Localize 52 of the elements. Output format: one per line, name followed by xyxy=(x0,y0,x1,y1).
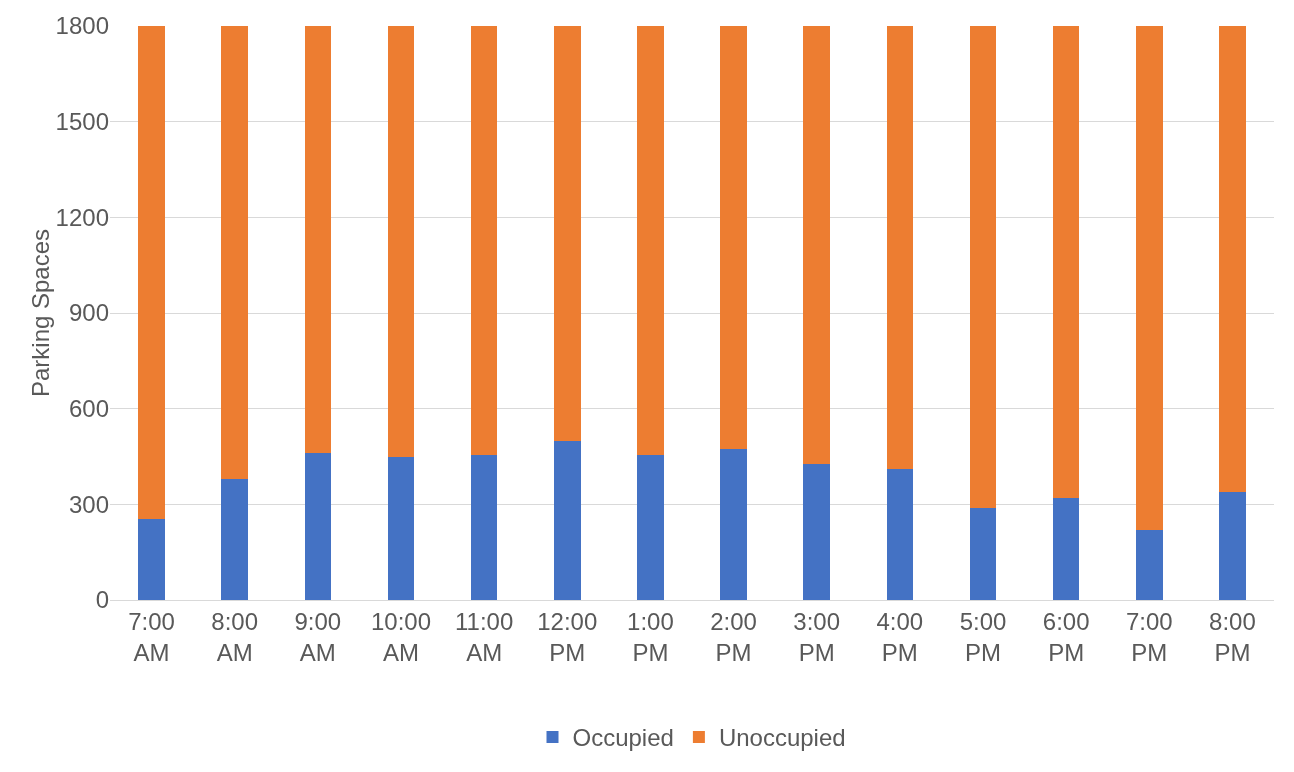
x-tick-label: 1:00 PM xyxy=(627,607,674,666)
y-tick-label: 300 xyxy=(68,490,109,518)
bar xyxy=(221,478,249,600)
bar xyxy=(1219,26,1246,492)
y-tick-label: 1500 xyxy=(55,108,109,136)
x-tick-label: 10:00 AM xyxy=(370,607,432,666)
bar xyxy=(969,26,997,508)
bar xyxy=(387,456,415,600)
y-tick-label: 1200 xyxy=(55,203,109,231)
y-tick-label: 600 xyxy=(68,395,109,423)
bar xyxy=(803,464,831,600)
legend-label: Occupied xyxy=(572,724,674,752)
bar xyxy=(553,440,581,600)
x-tick-label: 2:00 PM xyxy=(710,607,757,666)
x-tick-label: 3:00 PM xyxy=(793,607,841,666)
x-tick-label: 12:00 PM xyxy=(537,607,598,666)
bar xyxy=(969,507,997,600)
bar xyxy=(138,518,165,600)
x-tick-label: 8:00 PM xyxy=(1209,607,1256,666)
bar xyxy=(637,26,664,455)
x-tick-label: 7:00 AM xyxy=(128,607,175,666)
bar xyxy=(1135,26,1163,530)
bar xyxy=(470,454,498,600)
bar xyxy=(886,469,914,600)
x-tick-label: 8:00 AM xyxy=(211,607,259,666)
y-axis-title: Parking Spaces xyxy=(26,228,54,398)
bar xyxy=(387,26,415,457)
bar xyxy=(1052,26,1080,498)
x-tick-label: 6:00 PM xyxy=(1042,607,1090,666)
bar xyxy=(553,26,581,441)
bar xyxy=(470,26,498,455)
bar xyxy=(886,26,914,470)
y-tick-label: 0 xyxy=(95,586,109,614)
bar xyxy=(221,26,249,479)
legend-label: Unoccupied xyxy=(718,724,846,752)
x-tick-label: 9:00 AM xyxy=(294,607,342,666)
x-tick-label: 5:00 PM xyxy=(959,607,1007,666)
x-tick-label: 11:00 AM xyxy=(455,607,514,666)
bar xyxy=(720,448,747,600)
x-tick-label: 7:00 PM xyxy=(1125,607,1173,666)
bar xyxy=(1135,529,1163,600)
y-tick-label: 900 xyxy=(68,299,109,327)
bar xyxy=(1219,491,1246,600)
bar xyxy=(304,26,332,454)
bar xyxy=(1052,497,1080,600)
bar xyxy=(304,453,332,600)
bar xyxy=(803,26,831,465)
bar xyxy=(637,454,664,600)
y-tick-label: 1800 xyxy=(55,12,109,40)
x-tick-label: 4:00 PM xyxy=(876,607,924,666)
bar xyxy=(138,26,165,519)
bar xyxy=(720,26,747,449)
